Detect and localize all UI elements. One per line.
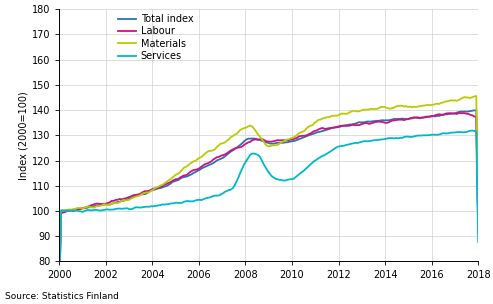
Total index xyxy=(298,137,304,140)
Labour xyxy=(150,187,156,191)
Materials xyxy=(294,133,300,137)
Services xyxy=(378,138,384,141)
Labour xyxy=(161,183,167,187)
Legend: Total index, Labour, Materials, Services: Total index, Labour, Materials, Services xyxy=(118,14,193,61)
Labour xyxy=(459,111,465,115)
Total index xyxy=(150,188,156,192)
Services xyxy=(469,129,475,132)
Total index xyxy=(294,138,300,142)
Services xyxy=(298,171,304,174)
Materials xyxy=(378,105,384,109)
Services xyxy=(56,293,62,297)
Materials xyxy=(473,94,479,98)
Labour xyxy=(475,231,481,234)
Materials xyxy=(475,217,481,220)
Total index xyxy=(56,293,62,297)
Line: Total index: Total index xyxy=(59,110,478,295)
Total index xyxy=(161,185,167,188)
Services xyxy=(411,135,417,138)
Line: Materials: Materials xyxy=(59,96,478,295)
Labour xyxy=(411,116,417,119)
Labour xyxy=(298,134,304,138)
Services xyxy=(475,240,481,244)
Y-axis label: Index (2000=100): Index (2000=100) xyxy=(19,91,29,180)
Line: Labour: Labour xyxy=(59,113,478,297)
Materials xyxy=(150,188,156,192)
Labour xyxy=(294,136,300,140)
Materials xyxy=(56,293,62,297)
Text: Source: Statistics Finland: Source: Statistics Finland xyxy=(5,292,119,301)
Services xyxy=(294,174,300,178)
Labour xyxy=(56,295,62,299)
Services xyxy=(161,203,167,206)
Total index xyxy=(475,226,481,230)
Total index xyxy=(378,119,384,122)
Total index xyxy=(471,109,477,112)
Materials xyxy=(298,130,304,134)
Line: Services: Services xyxy=(59,130,478,295)
Materials xyxy=(161,181,167,185)
Services xyxy=(150,205,156,208)
Labour xyxy=(378,120,384,123)
Materials xyxy=(411,105,417,109)
Total index xyxy=(411,116,417,120)
